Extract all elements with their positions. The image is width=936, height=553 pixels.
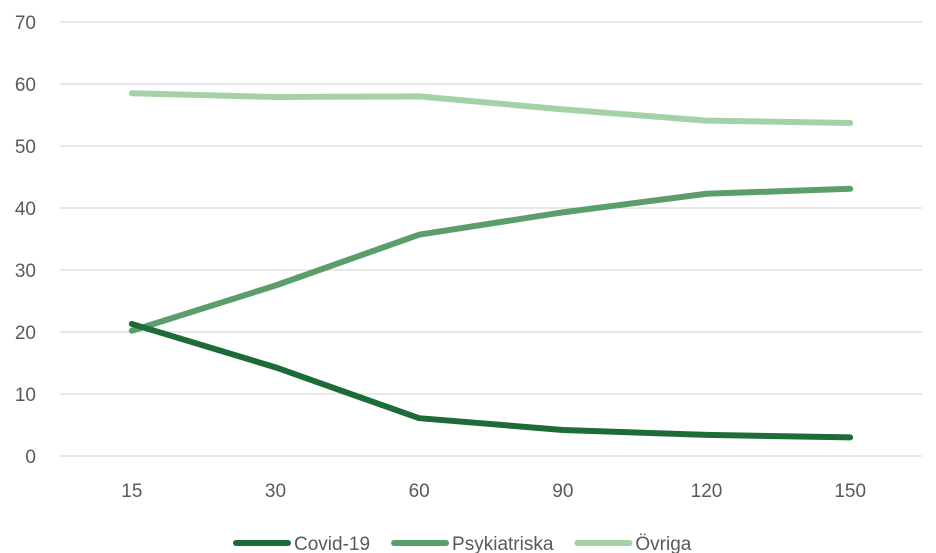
y-tick-label-0: 0 xyxy=(25,447,36,468)
legend-label-covid-19: Covid-19 xyxy=(294,534,370,553)
x-tick-label-150: 150 xyxy=(834,481,866,502)
y-tick-label-30: 30 xyxy=(15,261,36,282)
series-line-psykiatriska xyxy=(128,185,854,334)
x-tick-label-15: 15 xyxy=(121,481,142,502)
y-tick-label-50: 50 xyxy=(15,137,36,158)
x-tick-label-120: 120 xyxy=(691,481,723,502)
x-axis-tick-labels: 15 30 60 90 120 150 xyxy=(121,481,866,502)
series-line-covid-19 xyxy=(128,320,854,441)
legend-label-övriga: Övriga xyxy=(635,534,691,553)
legend: Covid-19 Psykiatriska Övriga xyxy=(233,534,692,553)
y-tick-label-10: 10 xyxy=(15,385,36,406)
y-axis-tick-labels: 0 10 20 30 40 50 60 70 xyxy=(15,13,36,468)
y-tick-label-40: 40 xyxy=(15,199,36,220)
x-tick-label-30: 30 xyxy=(265,481,286,502)
legend-label-psykiatriska: Psykiatriska xyxy=(452,534,554,553)
x-tick-label-90: 90 xyxy=(552,481,573,502)
x-tick-label-60: 60 xyxy=(409,481,430,502)
gridlines xyxy=(60,21,922,457)
y-tick-label-20: 20 xyxy=(15,323,36,344)
series-line-övriga xyxy=(128,90,854,127)
y-tick-label-60: 60 xyxy=(15,75,36,96)
y-tick-label-70: 70 xyxy=(15,13,36,34)
series-lines xyxy=(128,90,854,441)
